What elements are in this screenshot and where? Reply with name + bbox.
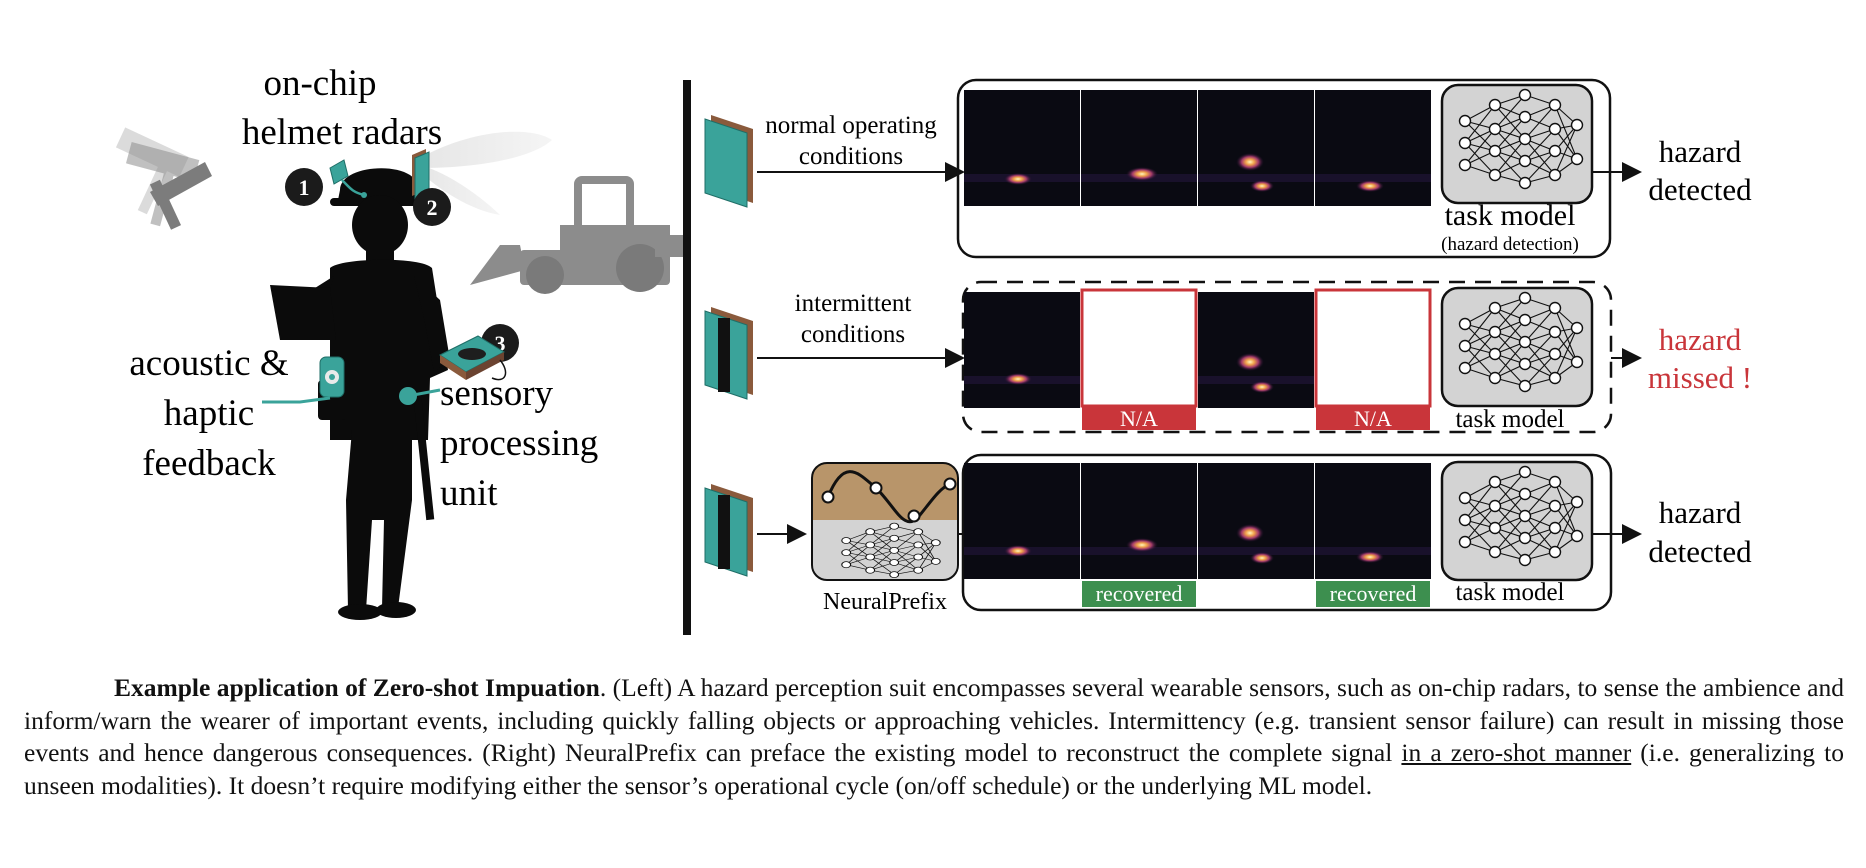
- row3-task-model-label: task model: [1455, 579, 1564, 606]
- right-panel: normal operating conditions task model (…: [704, 78, 1752, 615]
- row1-frame-3: [1198, 90, 1314, 206]
- figure: on-chip helmet radars: [115, 63, 1752, 635]
- row1-condition-line1: normal operating: [765, 112, 937, 139]
- row-neuralprefix: NeuralPrefix recovered recovered task mo…: [704, 453, 1752, 615]
- row2-frame-1: [964, 292, 1080, 408]
- caption-underlined: in a zero-shot manner: [1401, 738, 1632, 767]
- row1-task-model-sublabel: (hazard detection): [1441, 234, 1579, 255]
- row2-result-line2: missed !: [1648, 360, 1752, 395]
- loader-vehicle-icon: [470, 176, 683, 294]
- radar-sensor-icon: [704, 306, 754, 400]
- row2-condition-line2: conditions: [801, 321, 905, 348]
- row2-task-model-label: task model: [1455, 406, 1564, 433]
- row1-frames: [964, 90, 1431, 206]
- figure-caption: Example application of Zero-shot Impuati…: [24, 672, 1844, 802]
- row1-frame-1: [964, 90, 1080, 206]
- row3-frame-1: [964, 463, 1080, 579]
- processing-label-line3: unit: [440, 473, 498, 514]
- row3-result-line2: detected: [1648, 534, 1752, 569]
- feedback-label-line1: acoustic &: [129, 343, 288, 384]
- row2-na-label-1: N/A: [1120, 406, 1158, 431]
- falling-hammer-icon: [115, 127, 212, 230]
- row2-frame-missing-1: N/A: [1080, 288, 1198, 431]
- row2-frame-3: [1198, 292, 1314, 408]
- neuralprefix-block: NeuralPrefix: [811, 462, 959, 615]
- radar-sensor-icon: [704, 483, 754, 577]
- radar-beam: [420, 131, 552, 168]
- row3-result-line1: hazard: [1659, 495, 1742, 530]
- left-panel: on-chip helmet radars: [115, 63, 683, 620]
- row1-frame-2: [1081, 90, 1197, 206]
- feedback-label-line2: haptic: [164, 393, 254, 434]
- badge-3-label: 3: [495, 331, 506, 356]
- processing-unit-icon: [399, 335, 507, 405]
- panel-divider: [683, 80, 691, 635]
- caption-title: Example application of Zero-shot Impuati…: [114, 673, 600, 702]
- acoustic-device-icon: [262, 356, 345, 404]
- row3-recovered-label-1: recovered: [1096, 581, 1183, 606]
- caption-text-2: (i.e. generalizing to unseen modalities)…: [24, 738, 1844, 800]
- processing-label-line2: processing: [440, 423, 598, 464]
- row1-result-line1: hazard: [1659, 134, 1742, 169]
- interpolation-curve-icon: [821, 470, 957, 524]
- row3-frame-3: [1198, 463, 1314, 579]
- row1-result-line2: detected: [1648, 172, 1752, 207]
- row3-frame-recovered-2: recovered: [1315, 463, 1431, 607]
- badge-2: 2: [413, 188, 451, 226]
- row2-na-label-2: N/A: [1354, 406, 1392, 431]
- row1-frame-4: [1315, 90, 1431, 206]
- row3-recovered-label-2: recovered: [1330, 581, 1417, 606]
- row3-frame-recovered-1: recovered: [1081, 463, 1197, 607]
- helmet-radars-title-line1: on-chip: [263, 63, 376, 104]
- helmet-radar-icon: [329, 159, 367, 198]
- row1-container: [956, 78, 1612, 259]
- caption-text-1: . (Left) A hazard perception suit encomp…: [24, 673, 1845, 767]
- caption-paragraph: Example application of Zero-shot Impuati…: [24, 672, 1844, 802]
- row1-condition-line2: conditions: [799, 143, 903, 170]
- radar-sensor-icon: [704, 114, 754, 208]
- badge-1-label: 1: [299, 175, 310, 200]
- badge-1: 1: [285, 168, 323, 206]
- processing-label-line1: sensory: [440, 373, 554, 414]
- row3-container: [961, 453, 1613, 612]
- radar-beam: [420, 165, 500, 215]
- helmet-radars-title-line2: helmet radars: [242, 112, 442, 153]
- row2-condition-line1: intermittent: [795, 290, 912, 317]
- row2-frame-missing-2: N/A: [1314, 288, 1432, 431]
- row-intermittent: intermittent conditions N/A N/A task mod…: [704, 280, 1752, 434]
- feedback-label-line3: feedback: [142, 443, 276, 484]
- row1-task-model-label: task model: [1445, 199, 1576, 232]
- row2-result-line1: hazard: [1659, 322, 1742, 357]
- neuralprefix-label: NeuralPrefix: [823, 589, 947, 615]
- helmet-radar-icon: [412, 149, 430, 200]
- badge-2-label: 2: [427, 195, 438, 220]
- row-normal: normal operating conditions task model (…: [704, 78, 1752, 259]
